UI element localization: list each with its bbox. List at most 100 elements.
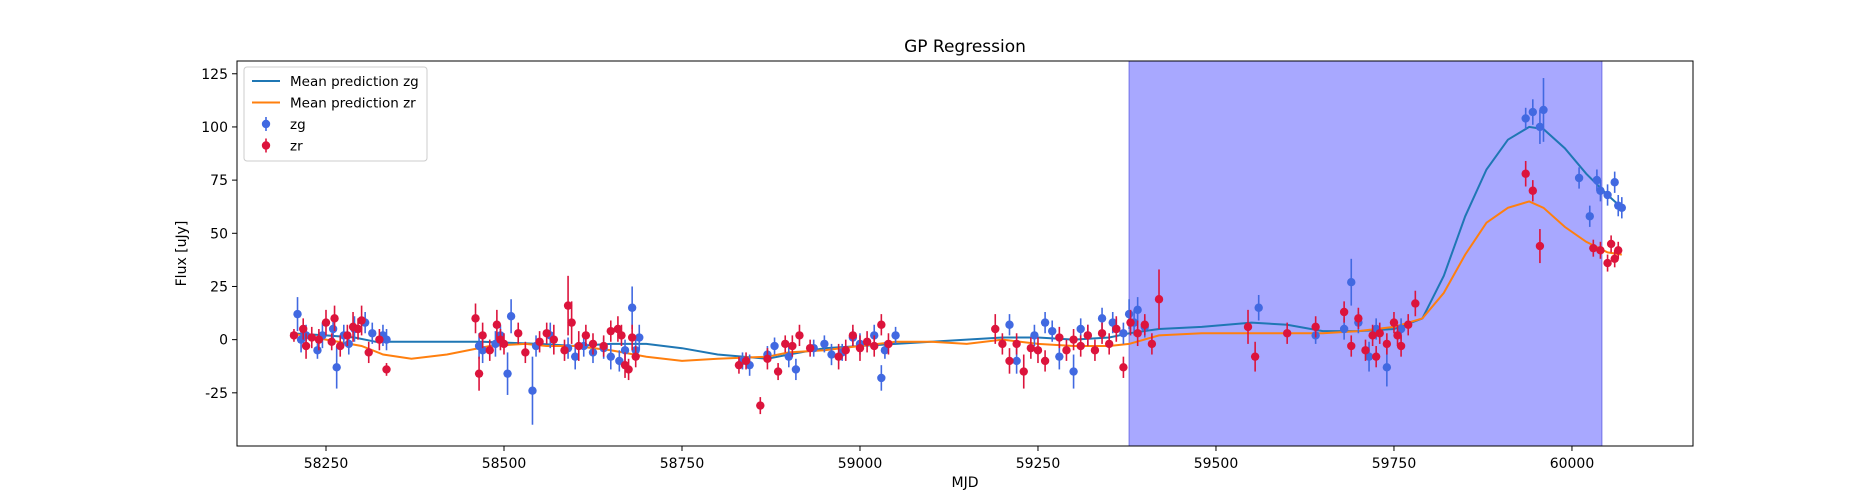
data-point-zg xyxy=(528,386,537,395)
data-point-zr xyxy=(599,341,608,351)
data-point-zg xyxy=(1339,324,1349,334)
data-point-zr xyxy=(1603,258,1612,268)
data-point-zg xyxy=(478,346,487,355)
data-point-zr xyxy=(499,339,509,349)
y-tick-label: 125 xyxy=(201,67,228,83)
data-point-zg xyxy=(1012,356,1021,366)
data-point-zr xyxy=(289,331,299,340)
x-tick-label: 58500 xyxy=(482,456,527,472)
data-point-zr xyxy=(567,318,576,327)
y-tick-label: 0 xyxy=(219,333,228,349)
data-point-zr xyxy=(321,318,331,327)
data-point-zr xyxy=(1347,341,1356,351)
data-point-zr xyxy=(991,324,1000,334)
data-point-zr xyxy=(1055,333,1064,342)
y-tick-label: 75 xyxy=(210,173,228,189)
data-point-zg xyxy=(1539,105,1548,115)
x-axis-label: MJD xyxy=(952,475,979,491)
data-point-zr xyxy=(1521,169,1530,178)
legend-label: zr xyxy=(290,139,303,155)
data-point-zr xyxy=(841,346,850,355)
data-point-zg xyxy=(1076,324,1085,334)
data-point-zr xyxy=(1368,331,1377,340)
data-point-zg xyxy=(332,363,341,372)
shaded-region xyxy=(1128,61,1603,446)
data-point-zr xyxy=(1012,339,1021,349)
data-point-zr xyxy=(1140,320,1149,329)
legend-label: Mean prediction zg xyxy=(290,74,419,90)
data-point-zg xyxy=(313,346,322,355)
data-point-zg xyxy=(293,309,302,319)
data-point-zr xyxy=(1005,356,1014,366)
data-point-zg xyxy=(570,352,580,361)
data-point-zg xyxy=(784,352,793,361)
x-tick-label: 60000 xyxy=(1550,456,1595,472)
data-point-zg xyxy=(620,346,630,355)
data-point-zr xyxy=(364,348,373,357)
y-tick-label: -25 xyxy=(205,386,228,402)
data-point-zr xyxy=(1126,318,1135,327)
data-point-zg xyxy=(1254,303,1263,312)
series-zr xyxy=(289,160,1623,415)
data-point-zr xyxy=(741,356,751,366)
data-point-zr xyxy=(549,335,559,344)
data-point-zr xyxy=(1062,346,1071,355)
data-point-zg xyxy=(1048,326,1057,336)
data-point-zr xyxy=(763,354,772,363)
data-point-zg xyxy=(791,365,801,374)
data-point-zr xyxy=(474,369,484,378)
data-point-zg xyxy=(1040,318,1050,327)
data-point-zg xyxy=(1528,107,1538,117)
data-point-zr xyxy=(330,314,339,323)
data-point-zr xyxy=(588,339,598,349)
data-point-zr xyxy=(1040,356,1050,366)
x-tick-label: 59750 xyxy=(1372,456,1417,472)
data-point-zr xyxy=(336,341,345,351)
data-point-zg xyxy=(606,352,615,361)
data-point-zg xyxy=(1610,178,1619,187)
data-point-zr xyxy=(535,337,544,346)
data-point-zg xyxy=(1005,320,1014,329)
data-point-zr xyxy=(1069,335,1078,344)
data-point-zr xyxy=(514,329,523,338)
data-point-zr xyxy=(1083,331,1093,340)
data-point-zr xyxy=(627,333,637,342)
data-point-zg xyxy=(1108,318,1117,327)
data-point-zr xyxy=(307,333,316,342)
data-point-zr xyxy=(631,352,640,361)
data-point-zr xyxy=(1119,363,1128,372)
data-point-zg xyxy=(1603,190,1612,200)
data-point-zr xyxy=(357,316,366,325)
chart-title: GP Regression xyxy=(904,37,1026,57)
data-point-zr xyxy=(1339,307,1349,317)
data-point-zr xyxy=(1371,352,1381,361)
data-point-zg xyxy=(503,369,512,378)
data-point-zr xyxy=(795,331,804,340)
x-tick-label: 58250 xyxy=(304,456,349,472)
data-point-zg xyxy=(1396,324,1406,334)
data-point-zr xyxy=(756,401,765,410)
plot-area xyxy=(289,61,1627,446)
data-point-zr xyxy=(581,331,591,340)
data-point-zg xyxy=(635,333,644,342)
data-point-zg xyxy=(770,341,779,351)
data-point-zg xyxy=(1364,352,1374,361)
data-point-zg xyxy=(344,339,353,349)
data-point-zr xyxy=(1112,324,1121,334)
data-point-zg xyxy=(1596,186,1605,195)
data-point-zr xyxy=(1361,346,1370,355)
data-point-zr xyxy=(1606,239,1616,249)
data-point-zr xyxy=(471,314,480,323)
axes-frame xyxy=(236,60,1694,447)
data-point-zr xyxy=(781,339,790,349)
data-point-zr xyxy=(1596,246,1605,255)
data-point-zr xyxy=(521,348,530,357)
data-point-zr xyxy=(382,365,391,374)
data-point-zr xyxy=(301,341,311,351)
legend-box xyxy=(243,66,428,162)
data-point-zr xyxy=(1614,246,1623,255)
data-point-zg xyxy=(1585,212,1594,221)
legend-marker-swatch xyxy=(261,141,271,150)
